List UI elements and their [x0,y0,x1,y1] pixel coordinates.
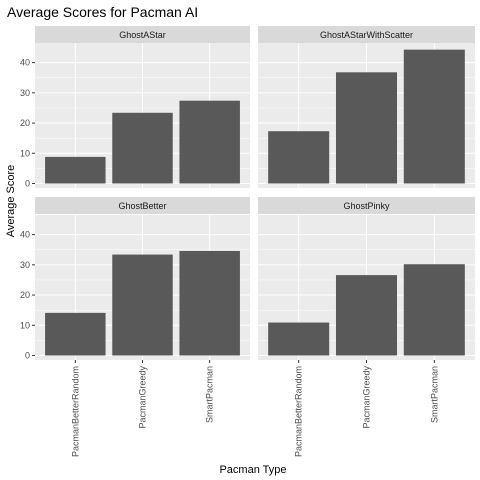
bar [112,254,173,356]
bar [268,322,330,356]
x-tick-label: PacmanGreedy [138,366,148,429]
y-tick-label: 10 [20,320,30,330]
bar [179,100,240,184]
y-tick-label: 30 [20,88,30,98]
facet-strip [258,26,475,43]
facet-label: GhostBetter [118,201,166,211]
bar [112,112,173,184]
bar [403,264,465,356]
y-tick-label: 40 [20,230,30,240]
bar [45,312,106,356]
x-tick-label: PacmanBetterRandom [70,366,80,457]
bar [335,72,398,184]
y-tick-label: 0 [25,350,30,360]
facet-strip [35,197,250,214]
facet-strip [35,26,250,43]
y-axis-title: Average Score [5,165,17,238]
facet-label: GhostPinky [343,201,390,211]
facet-label: GhostAStarWithScatter [320,30,413,40]
y-tick-label: 10 [20,148,30,158]
bar [45,156,106,184]
chart-title: Average Scores for Pacman AI [7,4,199,20]
bar [268,131,330,184]
x-tick-label: SmartPacman [205,366,215,423]
y-tick-label: 20 [20,118,30,128]
x-axis-title: Pacman Type [219,464,286,476]
x-tick-label: SmartPacman [429,366,439,423]
bar [403,49,465,184]
y-tick-label: 0 [25,178,30,188]
y-tick-label: 30 [20,260,30,270]
x-tick-label: PacmanGreedy [362,366,372,429]
x-tick-label: PacmanBetterRandom [294,366,304,457]
y-tick-label: 20 [20,290,30,300]
facet-label: GhostAStar [119,30,166,40]
facet-strip [258,197,475,214]
y-tick-label: 40 [20,58,30,68]
bar [179,250,240,356]
bar [335,275,398,356]
